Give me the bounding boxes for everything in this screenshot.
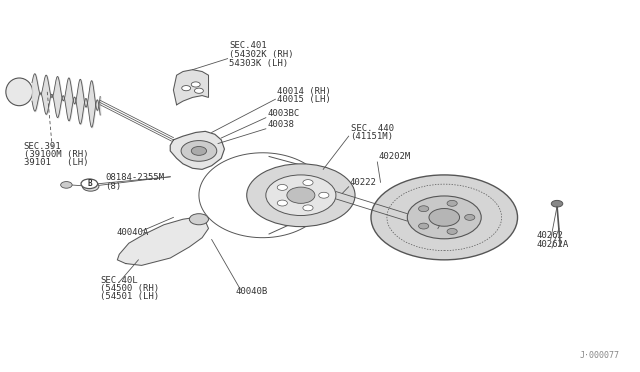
Text: SEC.391: SEC.391 xyxy=(24,142,61,151)
Polygon shape xyxy=(117,217,209,265)
Circle shape xyxy=(277,200,287,206)
Circle shape xyxy=(182,86,191,91)
Polygon shape xyxy=(173,70,209,105)
Circle shape xyxy=(447,201,457,206)
Text: 40015 (LH): 40015 (LH) xyxy=(276,95,330,104)
Circle shape xyxy=(83,182,99,191)
Circle shape xyxy=(287,187,315,203)
Circle shape xyxy=(246,164,355,227)
Circle shape xyxy=(551,201,563,207)
Text: 4003BC: 4003BC xyxy=(267,109,300,118)
Text: 39101   (LH): 39101 (LH) xyxy=(24,158,88,167)
Text: 40222: 40222 xyxy=(350,178,377,187)
Circle shape xyxy=(181,141,217,161)
Circle shape xyxy=(277,185,287,190)
Text: (54500 (RH): (54500 (RH) xyxy=(100,284,159,293)
Circle shape xyxy=(429,209,460,226)
Text: SEC.401: SEC.401 xyxy=(229,41,266,49)
Text: J·000077: J·000077 xyxy=(579,350,620,359)
Circle shape xyxy=(189,214,209,225)
Circle shape xyxy=(447,228,457,234)
Circle shape xyxy=(191,147,207,155)
Text: 40040B: 40040B xyxy=(236,287,268,296)
Text: 08184-2355M: 08184-2355M xyxy=(105,173,164,182)
Circle shape xyxy=(465,214,475,220)
Circle shape xyxy=(81,179,98,189)
Text: (54501 (LH): (54501 (LH) xyxy=(100,292,159,301)
Text: 40207: 40207 xyxy=(440,226,467,235)
Text: B: B xyxy=(87,179,92,188)
Text: (39100M (RH): (39100M (RH) xyxy=(24,150,88,159)
Text: 54303K (LH): 54303K (LH) xyxy=(229,59,288,68)
Text: 40262: 40262 xyxy=(537,231,564,240)
Text: 40040A: 40040A xyxy=(116,228,148,237)
Circle shape xyxy=(419,206,429,212)
Circle shape xyxy=(419,223,429,229)
Circle shape xyxy=(371,175,518,260)
Circle shape xyxy=(303,180,313,186)
Circle shape xyxy=(195,88,204,93)
Circle shape xyxy=(407,196,481,239)
Circle shape xyxy=(266,175,336,215)
Text: SEC.40L: SEC.40L xyxy=(100,276,138,285)
Polygon shape xyxy=(170,131,225,169)
Text: 40262A: 40262A xyxy=(537,240,569,248)
Text: (54302K (RH): (54302K (RH) xyxy=(229,50,293,59)
Ellipse shape xyxy=(6,78,33,106)
Text: 40202M: 40202M xyxy=(379,153,411,161)
Circle shape xyxy=(191,82,200,87)
Circle shape xyxy=(303,205,313,211)
Circle shape xyxy=(61,182,72,188)
Text: (41151M): (41151M) xyxy=(351,132,394,141)
Circle shape xyxy=(319,192,329,198)
Text: 40014 (RH): 40014 (RH) xyxy=(276,87,330,96)
Text: 40038: 40038 xyxy=(267,120,294,129)
Text: (8): (8) xyxy=(105,182,122,190)
Text: SEC. 440: SEC. 440 xyxy=(351,124,394,132)
